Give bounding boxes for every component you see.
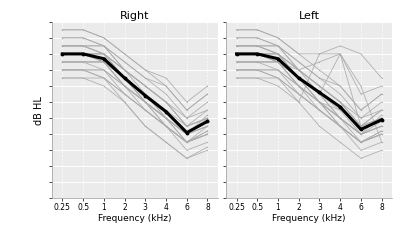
- Title: Right: Right: [120, 11, 150, 21]
- Y-axis label: dB HL: dB HL: [34, 96, 44, 125]
- X-axis label: Frequency (kHz): Frequency (kHz): [272, 214, 346, 223]
- X-axis label: Frequency (kHz): Frequency (kHz): [98, 214, 172, 223]
- Title: Left: Left: [298, 11, 320, 21]
